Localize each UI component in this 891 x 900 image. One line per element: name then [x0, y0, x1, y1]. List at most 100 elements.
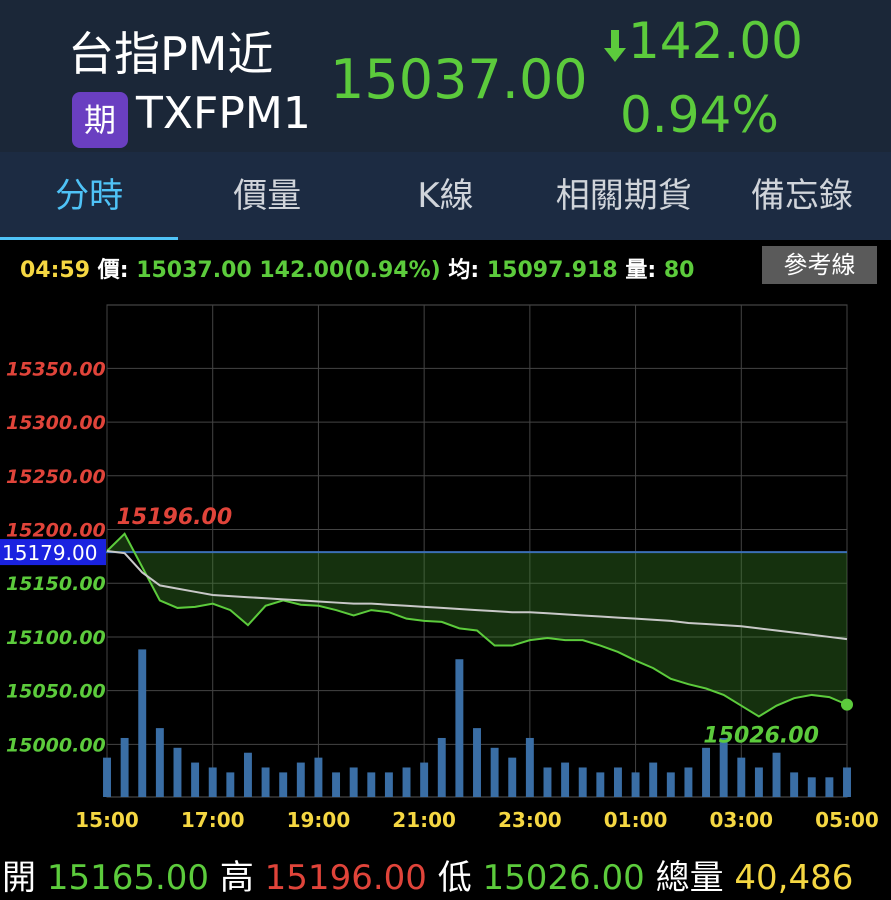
volume-bar [173, 747, 182, 797]
volume-bar [191, 762, 200, 797]
volume-bar [349, 767, 358, 797]
series-line [106, 532, 848, 718]
volume-bar [332, 772, 341, 797]
footer: 開 15165.00 高 15196.00 低 15026.00 總量 40,4… [2, 850, 853, 899]
tab[interactable]: 相關期貨 [555, 176, 692, 216]
tab-bar: 分時 價量 K線 相關期貨 備忘錄 [0, 152, 891, 240]
volume-bar [402, 767, 411, 797]
volume-bar [508, 757, 517, 797]
last-point [841, 698, 853, 711]
volume-bar [296, 762, 305, 797]
volume-bar [613, 767, 622, 797]
volume-bar [243, 752, 252, 797]
value: 15026.00 [482, 858, 645, 898]
volume-bar [279, 772, 288, 797]
price: 15037.00 [330, 48, 588, 111]
reference-label: 15179.00 [2, 541, 97, 565]
series-line [106, 550, 848, 641]
header: 台指PM近 期 TXFPM1 15037.00 142.00 0.94% [0, 0, 891, 152]
value: 80 [663, 258, 695, 283]
volume-bar [754, 767, 763, 797]
y-tick-label: 15000.00 [6, 734, 106, 756]
annotation: 15026.00 [703, 723, 819, 748]
x-tick-label: 15:00 [75, 808, 139, 830]
value: 15037.00 [136, 258, 252, 283]
name: 台指PM近 [68, 27, 274, 81]
volume-bar [596, 772, 605, 797]
volume-bar [843, 767, 851, 797]
volume-bar [666, 772, 675, 797]
annotation: 15196.00 [117, 505, 233, 530]
volume-bar [384, 772, 393, 797]
y-tick-label: 15300.00 [6, 412, 106, 434]
label: 開 [2, 858, 36, 898]
label: 總量 [655, 858, 724, 898]
y-tick-label: 15250.00 [6, 466, 106, 488]
volume-bar [702, 747, 711, 797]
volume-bar [825, 777, 834, 797]
time: 04:59 [20, 258, 91, 283]
value: 142.00(0.94%) [259, 258, 441, 283]
tab[interactable]: 分時 [0, 152, 179, 240]
volume-bar [437, 737, 446, 797]
volume-bar [420, 762, 429, 797]
label: 價: [97, 258, 129, 283]
volume-bar [631, 772, 640, 797]
label: 量: [625, 258, 657, 283]
volume-bar [367, 772, 376, 797]
volume-bar [155, 728, 164, 797]
x-tick-label: 23:00 [498, 808, 562, 830]
value: 40,486 [734, 858, 854, 898]
reference-button[interactable]: 參考線 [762, 246, 877, 284]
volume-bar [490, 747, 499, 797]
volume-bar [772, 752, 781, 797]
volume-bar [208, 767, 217, 797]
area-fill [107, 533, 847, 717]
info-row: 04:59 價: 15037.00 142.00(0.94%) 均: 15097… [20, 252, 694, 284]
tab[interactable]: 價量 [233, 176, 302, 216]
volume-bar [578, 767, 587, 797]
change-pct: 0.94% [620, 86, 779, 144]
volume-bar [684, 767, 693, 797]
volume-bar [561, 762, 570, 797]
volume-bar [807, 777, 816, 797]
y-tick-label: 15050.00 [6, 681, 106, 703]
volume-bar [737, 757, 746, 797]
x-tick-label: 05:00 [815, 808, 879, 830]
y-tick-label: 15100.00 [6, 627, 106, 649]
x-tick-label: 21:00 [392, 808, 456, 830]
volume-bar [226, 772, 235, 797]
label: 均: [448, 258, 480, 283]
value: 15097.918 [486, 258, 618, 283]
volume-bar [314, 757, 323, 797]
y-tick-label: 15150.00 [6, 573, 106, 595]
x-tick-label: 03:00 [709, 808, 773, 830]
volume-bar [138, 649, 147, 797]
tab[interactable]: 備忘錄 [750, 176, 853, 216]
x-tick-label: 19:00 [287, 808, 351, 830]
reference-box [0, 539, 106, 566]
volume-bar [543, 767, 552, 797]
label: 高 [219, 858, 254, 898]
badge: 期 [72, 92, 128, 148]
volume-bar [473, 728, 481, 797]
value: 15196.00 [264, 858, 427, 898]
tab[interactable]: K線 [417, 176, 474, 216]
code: TXFPM1 [136, 88, 311, 139]
volume-bar [103, 757, 111, 797]
y-tick-label: 15350.00 [6, 358, 106, 380]
change: 142.00 [628, 12, 803, 70]
volume-bar [455, 659, 464, 797]
x-tick-label: 17:00 [181, 808, 245, 830]
volume-bar [790, 772, 799, 797]
value: 15165.00 [46, 858, 210, 898]
chart: 15000.00 15050.00 15100.00 15150.00 15200.00… [0, 304, 879, 830]
x-tick-label: 01:00 [604, 808, 668, 830]
y-tick-label: 15200.00 [6, 520, 106, 542]
volume-bar [120, 737, 129, 797]
volume-bar [261, 767, 270, 797]
volume-bar [525, 737, 534, 797]
volume-bar [719, 737, 728, 797]
volume-bar [649, 762, 658, 797]
